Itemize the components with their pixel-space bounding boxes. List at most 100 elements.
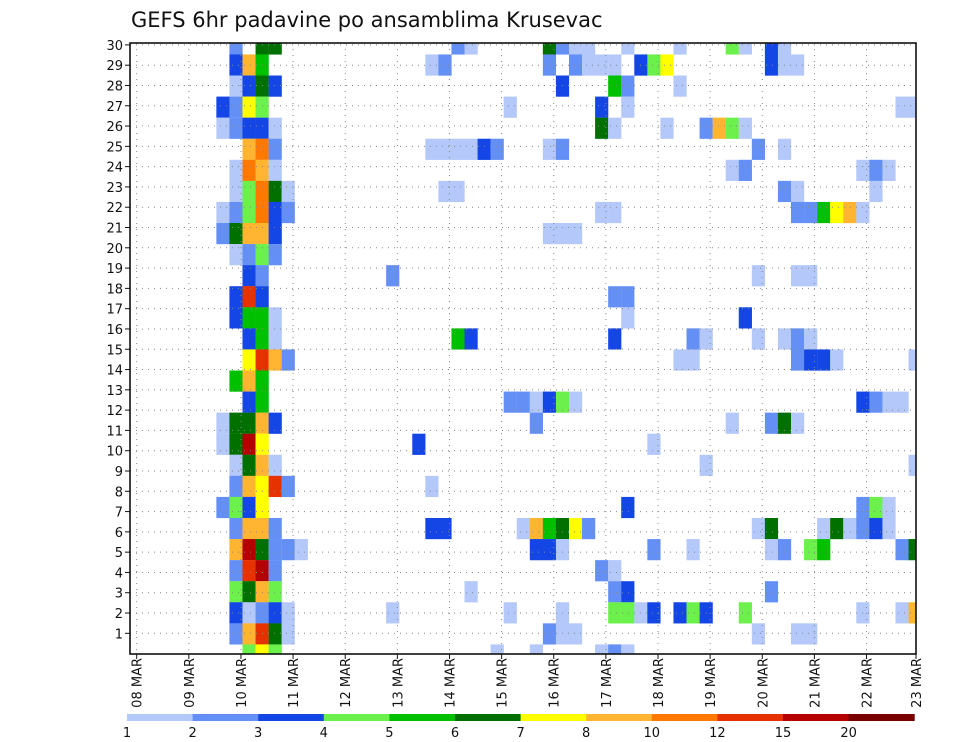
heatmap-cell [242, 412, 256, 434]
heatmap-cell [725, 412, 739, 434]
heatmap-cell [542, 517, 557, 540]
heatmap-cell [451, 328, 465, 350]
heatmap-cell [229, 560, 243, 582]
heatmap-cell [268, 159, 282, 181]
x-tick-label: 08 MAR [131, 658, 146, 708]
heatmap-cell [608, 54, 622, 76]
y-tick-label: 25 [106, 140, 123, 155]
heatmap-cell [425, 138, 439, 160]
y-tick-label: 7 [115, 506, 123, 521]
colorbar-label: 20 [840, 726, 857, 741]
colorbar-swatch [651, 714, 718, 721]
heatmap-cell [542, 43, 557, 55]
heatmap-cell [255, 286, 269, 308]
heatmap-cell [229, 412, 243, 434]
heatmap-cell [751, 328, 766, 350]
heatmap-cell [542, 223, 557, 245]
heatmap-cell [255, 180, 269, 203]
heatmap-cell [869, 180, 883, 203]
y-tick-label: 29 [106, 59, 123, 74]
x-tick-label: 14 MAR [443, 658, 458, 708]
heatmap-cell [255, 349, 269, 371]
heatmap-cell [229, 370, 243, 392]
heatmap-cell [738, 602, 752, 624]
heatmap-cell [555, 138, 570, 160]
heatmap-cell [568, 43, 583, 55]
y-tick-label: 23 [106, 181, 123, 196]
heatmap-cell [686, 328, 700, 350]
heatmap-cell [777, 412, 792, 434]
heatmap-cell [503, 602, 517, 624]
heatmap-cell [673, 602, 687, 624]
y-tick-label: 6 [115, 526, 123, 541]
heatmap-cell [830, 201, 844, 224]
heatmap-cell [255, 265, 269, 287]
heatmap-cell [490, 138, 504, 160]
heatmap-cell [242, 602, 256, 624]
heatmap-cell [764, 54, 779, 76]
heatmap-cell [268, 201, 282, 224]
colorbar-label: 1 [123, 726, 131, 741]
heatmap-cell [464, 581, 478, 603]
heatmap-cell [817, 349, 831, 371]
heatmap-cell [516, 517, 530, 540]
heatmap-cell [242, 433, 256, 455]
heatmap-cell [255, 117, 269, 139]
heatmap-cell [438, 180, 452, 203]
heatmap-cell [268, 602, 282, 624]
heatmap-cell [621, 602, 635, 624]
heatmap-cell [791, 623, 805, 645]
heatmap-cell [268, 560, 282, 582]
y-tick-label: 24 [106, 161, 123, 176]
heatmap-cell [268, 475, 282, 498]
x-tick-label: 10 MAR [235, 658, 250, 708]
heatmap-cell [595, 96, 609, 118]
y-tick-label: 17 [106, 303, 123, 318]
heatmap-cell [268, 75, 282, 97]
heatmap-cell [464, 328, 478, 350]
heatmap-cell [242, 307, 256, 329]
y-tick-label: 26 [106, 120, 123, 135]
heatmap-cell [621, 496, 635, 519]
heatmap-cell [255, 96, 269, 118]
heatmap-cell [255, 328, 269, 350]
heatmap-cell [595, 117, 609, 139]
heatmap-cell [242, 328, 256, 350]
y-tick-label: 22 [106, 201, 123, 216]
heatmap-cell [242, 75, 256, 97]
heatmap-cell [229, 244, 243, 266]
heatmap-cell [229, 307, 243, 329]
heatmap-cell [242, 370, 256, 392]
heatmap-cell [673, 349, 687, 371]
colorbar-label: 12 [709, 726, 726, 741]
heatmap-cell [582, 43, 596, 55]
heatmap-cell [268, 644, 282, 654]
heatmap-cell [242, 644, 256, 654]
colorbar-label: 10 [644, 726, 661, 741]
heatmap-cell [908, 602, 916, 624]
y-tick-label: 11 [106, 424, 123, 439]
heatmap-cell [216, 201, 230, 224]
heatmap-cell [869, 159, 883, 181]
colorbar-swatch [258, 714, 325, 721]
x-tick-label: 21 MAR [808, 658, 823, 708]
colorbar-swatch [455, 714, 522, 721]
heatmap-cell [882, 391, 896, 413]
colorbar-swatch [586, 714, 653, 721]
heatmap-cell [738, 307, 752, 329]
heatmap-cell [882, 517, 896, 540]
heatmap-cell [242, 180, 256, 203]
heatmap-cell [216, 117, 230, 139]
x-tick-label: 22 MAR [861, 658, 876, 708]
heatmap-cell [725, 117, 739, 139]
heatmap-cell [242, 475, 256, 498]
y-tick-label: 15 [106, 343, 123, 358]
heatmap-cell [242, 286, 256, 308]
heatmap-cell [856, 496, 870, 519]
y-tick-label: 20 [106, 242, 123, 257]
heatmap-cell [555, 539, 570, 561]
heatmap-cell [686, 602, 700, 624]
heatmap-cell [268, 223, 282, 245]
heatmap-cell [255, 223, 269, 245]
heatmap-cell [242, 496, 256, 519]
